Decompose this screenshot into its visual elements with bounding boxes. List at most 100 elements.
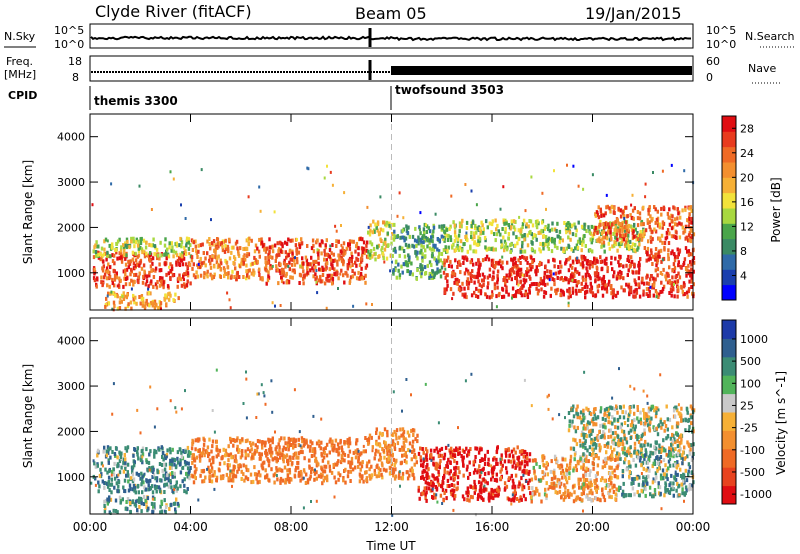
data-cell [294, 444, 297, 448]
data-cell [137, 483, 140, 488]
data-cell [550, 477, 554, 481]
noise-cell [572, 164, 575, 168]
data-cell [346, 273, 349, 278]
data-cell [493, 478, 497, 482]
data-cell [348, 263, 351, 268]
data-cell [131, 487, 135, 492]
data-cell [586, 258, 589, 263]
cpid-label: CPID [8, 89, 37, 102]
data-cell [250, 443, 253, 448]
data-cell [541, 458, 544, 463]
data-cell [517, 258, 520, 263]
data-cell [191, 453, 195, 458]
data-cell [171, 474, 174, 479]
data-cell [662, 205, 666, 210]
data-cell [479, 472, 482, 476]
data-cell [162, 457, 165, 462]
data-cell [401, 471, 405, 476]
data-cell [158, 262, 161, 267]
data-cell [130, 236, 133, 241]
data-cell [480, 278, 484, 283]
data-cell [426, 472, 429, 477]
data-cell [476, 226, 479, 231]
noise-cell [169, 170, 172, 174]
data-cell [675, 230, 678, 235]
data-cell [420, 240, 423, 245]
data-cell [403, 444, 406, 449]
data-cell [634, 288, 637, 293]
data-cell [421, 475, 424, 479]
data-cell [689, 447, 692, 452]
data-cell [184, 262, 188, 267]
data-cell [268, 266, 272, 271]
data-cell [588, 490, 591, 495]
data-cell [429, 274, 433, 279]
data-cell [616, 464, 619, 469]
data-cell [584, 472, 588, 477]
data-cell [615, 276, 619, 281]
data-cell [485, 247, 489, 252]
data-cell [588, 421, 591, 426]
data-cell [449, 476, 453, 481]
data-cell [610, 291, 613, 296]
data-cell [553, 454, 557, 459]
data-cell [487, 246, 491, 251]
data-cell [571, 259, 575, 264]
data-cell [145, 460, 149, 465]
data-cell [487, 457, 490, 462]
beam-title: Beam 05 [355, 4, 427, 23]
data-cell [356, 448, 359, 453]
data-cell [477, 493, 480, 498]
data-cell [576, 270, 579, 275]
data-cell [492, 496, 495, 501]
colorbar-segment [722, 162, 736, 178]
data-cell [668, 291, 671, 295]
data-cell [198, 260, 201, 265]
data-cell [610, 495, 613, 500]
data-cell [603, 408, 607, 413]
data-cell [570, 223, 574, 228]
data-cell [587, 497, 590, 501]
data-cell [182, 274, 185, 279]
data-cell [416, 433, 419, 438]
data-cell [136, 450, 139, 454]
data-cell [197, 243, 200, 248]
data-cell [113, 452, 117, 456]
data-cell [425, 498, 428, 503]
data-cell [362, 479, 365, 484]
data-cell [250, 271, 253, 276]
data-cell [676, 222, 679, 227]
data-cell [575, 495, 578, 500]
data-cell [648, 293, 652, 298]
data-cell [461, 494, 465, 499]
data-cell [201, 242, 204, 247]
data-cell [666, 228, 670, 232]
data-cell [632, 216, 635, 221]
noise-cell [571, 278, 574, 282]
data-cell [591, 461, 595, 466]
data-cell [398, 273, 402, 278]
data-cell [103, 485, 106, 490]
noise-cell [567, 304, 570, 308]
data-cell [511, 497, 515, 502]
data-cell [538, 230, 542, 235]
data-cell [640, 222, 643, 227]
data-cell [204, 256, 207, 261]
data-cell [115, 481, 118, 486]
data-cell [213, 473, 216, 478]
data-cell [113, 283, 116, 288]
data-cell [197, 265, 200, 270]
data-cell [397, 474, 401, 479]
data-cell [340, 268, 343, 273]
data-cell [109, 446, 112, 451]
data-cell [224, 243, 227, 248]
data-cell [284, 441, 287, 446]
data-cell [527, 481, 530, 485]
data-cell [519, 267, 523, 272]
data-cell [147, 487, 150, 492]
data-cell [599, 260, 603, 264]
data-cell [168, 447, 172, 452]
data-cell [175, 480, 178, 485]
data-cell [173, 458, 177, 463]
data-cell [357, 276, 360, 281]
